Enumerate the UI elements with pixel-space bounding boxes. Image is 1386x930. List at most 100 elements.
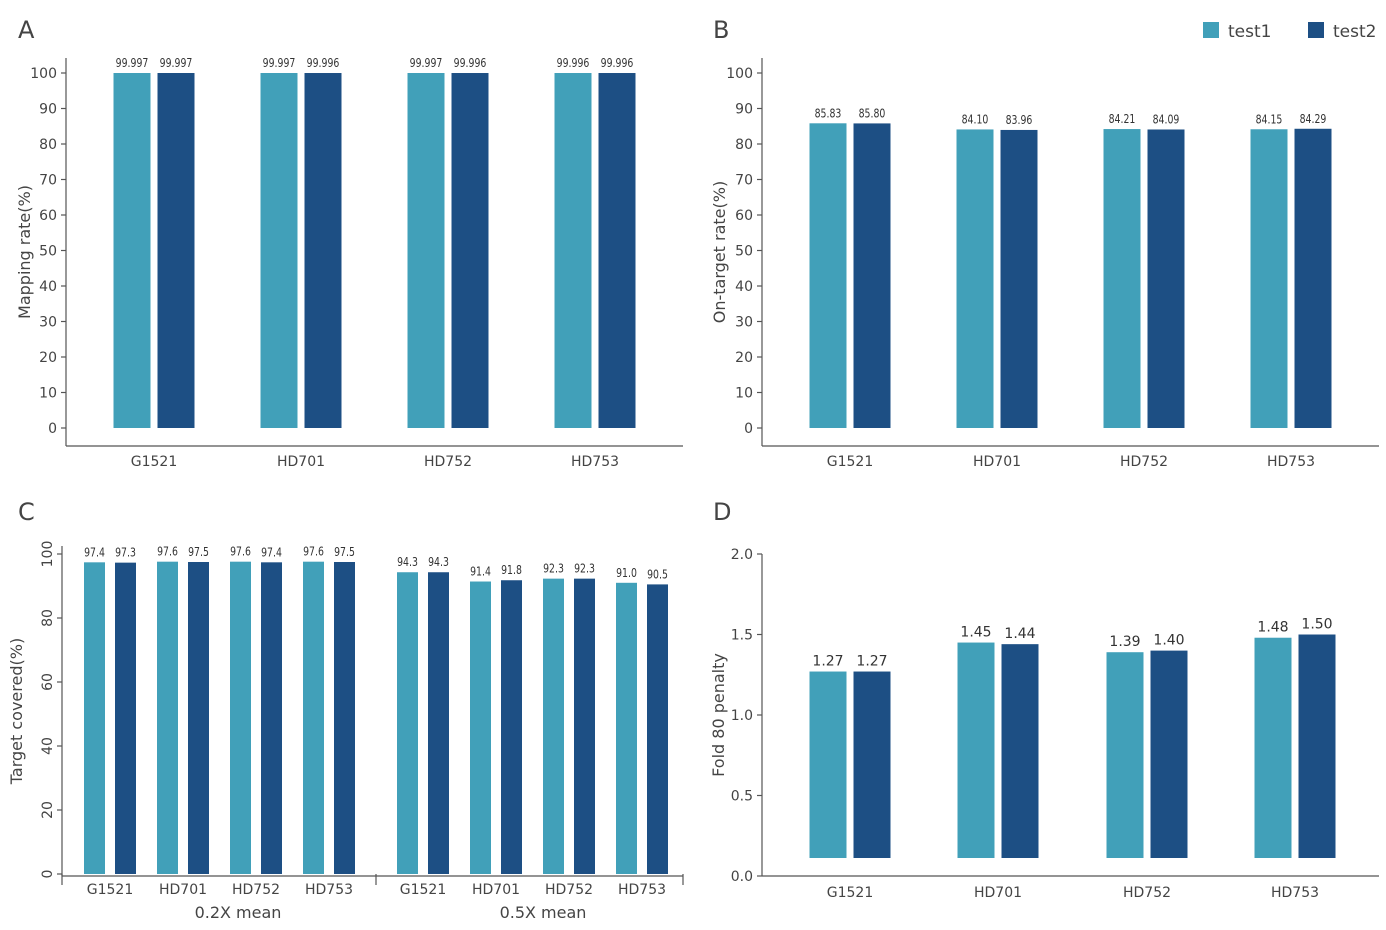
panel-letter-a: A (18, 16, 35, 44)
panel-a-bar-test1-hd701 (260, 73, 298, 428)
panel-b-chart: 0 10 20 30 40 50 60 70 80 90 100 On-target rate(%) 8… (710, 58, 1379, 470)
panel-a-bar-test1-g1521 (113, 73, 151, 428)
panel-a-y-tick-label: 90 (39, 102, 57, 118)
panel-a-y-tick-label: 0 (48, 421, 57, 437)
panel-d-bar-test2-hd701 (1001, 644, 1039, 858)
panel-c-chart: 0 20 40 60 80 100 Target covered(%) 97.4 97.3 G15… (7, 541, 684, 922)
panel-a-y-tick-label: 60 (39, 208, 57, 224)
panel-b-category-label-g1521: G1521 (827, 454, 873, 470)
panel-c-bar-label-test1-hd752: 92.3 (543, 561, 564, 575)
panel-a-y-tick-label: 50 (39, 244, 57, 260)
panel-b-y-tick-label: 40 (735, 279, 753, 295)
panel-a-y-tick-label: 20 (39, 350, 57, 366)
panel-c-bar-test1-hd752 (230, 561, 251, 874)
panel-b-bar-label-test1-hd701: 84.10 (962, 112, 989, 126)
panel-a-bar-test2-hd752 (451, 73, 489, 429)
panel-d-y-tick-label: 1.5 (731, 628, 753, 644)
panel-b-bar-test1-hd753 (1250, 129, 1288, 428)
panel-c-bar-test1-hd701 (157, 561, 178, 874)
legend-label-test2: test2 (1333, 22, 1376, 42)
panel-a-chart: 0 10 20 30 40 50 60 70 80 90 100 Mapping rate(%) 99.… (15, 56, 683, 470)
panel-d-bar-label-test1-hd752: 1.39 (1109, 634, 1140, 650)
panel-a-bar-test2-hd753 (598, 73, 636, 429)
panel-c-group-label-0: 0.2X mean (195, 903, 282, 922)
panel-b-y-tick-label: 20 (735, 350, 753, 366)
panel-c-bar-test1-hd752 (543, 578, 564, 874)
panel-b-bar-test2-hd752 (1147, 129, 1185, 428)
panel-c-group-label-1: 0.5X mean (500, 903, 587, 922)
panel-b-bar-label-test1-hd752: 84.21 (1109, 112, 1136, 126)
panel-c-category-label-g1521: G1521 (400, 882, 446, 898)
panel-a-y-tick-label: 100 (30, 66, 57, 82)
panel-b-bar-test2-hd701 (1000, 129, 1038, 428)
legend: test1 test2 (1203, 22, 1376, 42)
panel-c-y-axis-title: Target covered(%) (7, 638, 26, 785)
panel-c-bar-test1-hd753 (616, 582, 637, 874)
panel-c-category-label-hd752: HD752 (545, 882, 593, 898)
panel-d-category-label-hd701: HD701 (974, 885, 1022, 901)
panel-c-bar-test2-hd752 (261, 562, 282, 874)
panel-b-y-tick-label: 90 (735, 102, 753, 118)
panel-c-bar-label-test2-hd752: 92.3 (574, 561, 595, 575)
panel-b-y-tick-label: 0 (744, 421, 753, 437)
panel-c-y-tick-label: 60 (40, 673, 56, 691)
panel-c-category-label-hd701: HD701 (159, 882, 207, 898)
panel-a-bar-label-test1-hd753: 99.996 (557, 56, 590, 70)
panel-c-bar-label-test2-hd753: 90.5 (647, 567, 668, 581)
panel-c-category-label-hd753: HD753 (305, 882, 353, 898)
panel-d-bar-test1-hd753 (1254, 637, 1292, 858)
panel-b-bar-label-test2-g1521: 85.80 (859, 106, 886, 120)
panel-a-category-label-hd753: HD753 (571, 454, 619, 470)
panel-c-bar-label-test2-g1521: 94.3 (428, 555, 449, 569)
panel-b-y-tick-label: 30 (735, 315, 753, 331)
panel-b-category-label-hd752: HD752 (1120, 454, 1168, 470)
panel-c-bar-label-test2-hd701: 97.5 (188, 545, 209, 559)
panel-c-category-label-hd752: HD752 (232, 882, 280, 898)
panel-c-bar-label-test2-hd753: 97.5 (334, 545, 355, 559)
panel-b-y-tick-label: 10 (735, 386, 753, 402)
panel-a-y-tick-label: 70 (39, 173, 57, 189)
panel-d-bar-label-test1-hd701: 1.45 (960, 625, 991, 641)
panel-c-bar-label-test1-g1521: 94.3 (397, 555, 418, 569)
panel-d-bar-label-test2-hd753: 1.50 (1301, 617, 1332, 633)
panel-a-bar-label-test1-hd752: 99.997 (410, 56, 443, 70)
panel-c-bar-test2-g1521 (428, 572, 449, 874)
legend-swatch-test1 (1203, 22, 1219, 38)
panel-a-bar-test1-hd753 (554, 73, 592, 429)
panel-b-bar-label-test1-hd753: 84.15 (1256, 112, 1283, 126)
panel-c-bar-label-test1-hd752: 97.6 (230, 545, 251, 559)
panel-a-y-tick-label: 40 (39, 279, 57, 295)
panel-d-category-label-hd752: HD752 (1123, 885, 1171, 901)
panel-c-bar-label-test2-hd752: 97.4 (261, 545, 282, 559)
panel-d-bar-test2-hd753 (1298, 634, 1336, 858)
panel-c-bar-label-test1-hd753: 91.0 (616, 566, 637, 580)
panel-c-bar-test1-g1521 (84, 562, 105, 874)
panel-a-y-axis-title: Mapping rate(%) (15, 185, 34, 319)
panel-a-y-tick-label: 80 (39, 137, 57, 153)
panel-a-bar-label-test2-hd701: 99.996 (307, 56, 340, 70)
panel-b-bar-test1-hd752 (1103, 129, 1141, 428)
panel-c-y-tick-label: 0 (40, 870, 56, 879)
panel-c-category-label-g1521: G1521 (87, 882, 133, 898)
panel-d-bar-test2-g1521 (853, 671, 891, 858)
panel-d-bar-test1-hd701 (957, 642, 995, 858)
panel-a-bar-test1-hd752 (407, 73, 445, 428)
panel-a-y-tick-label: 10 (39, 386, 57, 402)
panel-d-bar-test1-hd752 (1106, 652, 1144, 858)
panel-c-bar-test2-hd753 (334, 562, 355, 874)
panel-c-y-tick-label: 20 (40, 801, 56, 819)
panel-b-y-tick-label: 80 (735, 137, 753, 153)
panel-d-y-tick-label: 1.0 (731, 708, 753, 724)
panel-c-category-label-hd753: HD753 (618, 882, 666, 898)
panel-c-bar-label-test1-hd701: 91.4 (470, 564, 491, 578)
panel-d-category-label-g1521: G1521 (827, 885, 873, 901)
panel-c-bar-test1-g1521 (397, 572, 418, 874)
panel-c-bar-test2-hd753 (647, 584, 668, 874)
panel-c-y-tick-label: 80 (40, 609, 56, 627)
panel-a-bar-test2-g1521 (157, 73, 195, 428)
panel-b-bar-label-test2-hd701: 83.96 (1006, 113, 1033, 127)
panel-b-y-tick-label: 50 (735, 244, 753, 260)
panel-c-bar-label-test1-hd753: 97.6 (303, 545, 324, 559)
